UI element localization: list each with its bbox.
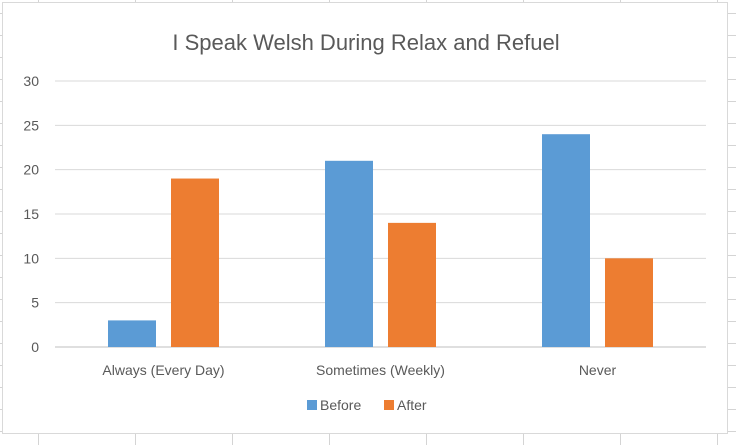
bar-before-2[interactable] [325, 160, 373, 347]
legend-swatch-after [384, 400, 394, 410]
chart-title: I Speak Welsh During Relax and Refuel [172, 30, 559, 55]
y-tick-label: 25 [23, 117, 39, 133]
x-category-label: Always (Every Day) [102, 362, 224, 378]
y-tick-label: 15 [23, 206, 39, 222]
y-tick-label: 0 [31, 339, 39, 355]
bars [108, 134, 653, 347]
legend-label-before: Before [320, 397, 361, 413]
x-axis-categories: Always (Every Day) Sometimes (Weekly) Neve… [102, 362, 616, 378]
x-category-label: Sometimes (Weekly) [316, 362, 445, 378]
y-tick-label: 20 [23, 162, 39, 178]
legend-swatch-before [307, 400, 317, 410]
x-category-label: Never [579, 362, 617, 378]
y-tick-label: 30 [23, 73, 39, 89]
bar-before-1[interactable] [108, 320, 156, 347]
y-tick-label: 5 [31, 295, 39, 311]
y-axis-ticks: 0 5 10 15 20 25 30 [23, 73, 39, 355]
bar-before-3[interactable] [542, 134, 590, 347]
gridlines [55, 80, 706, 348]
bar-after-2[interactable] [388, 222, 436, 347]
legend-label-after: After [397, 397, 427, 413]
bar-after-3[interactable] [605, 258, 653, 347]
y-tick-label: 10 [23, 250, 39, 266]
bar-after-1[interactable] [171, 178, 219, 347]
legend: Before After [307, 397, 427, 413]
